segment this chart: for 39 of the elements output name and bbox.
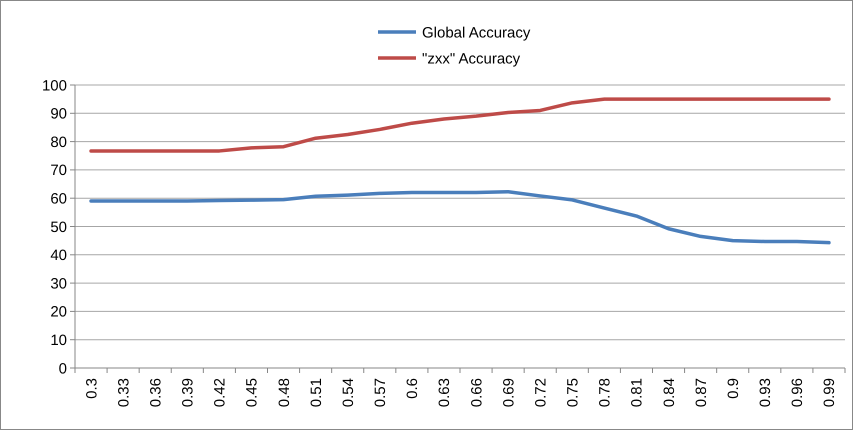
x-tick-label: 0.69 [500,378,518,408]
x-tick-label: 0.48 [276,378,293,408]
x-tick-label: 0.54 [340,378,357,408]
y-tick-label: 60 [50,190,67,208]
y-tick-label: 50 [50,218,67,236]
legend-label: Global Accuracy [422,24,531,42]
y-tick-label: 70 [50,162,67,180]
line-series [89,97,831,153]
y-tick-label: 90 [50,106,67,123]
x-tick-label: 0.9 [724,378,742,399]
y-tick-label: 20 [50,304,67,321]
y-tick-label: 40 [50,247,67,264]
x-tick-label: 0.75 [564,378,582,408]
x-tick-label: 0.78 [596,378,614,408]
x-tick-label: 0.6 [404,378,422,399]
x-tick-label: 0.93 [757,378,774,408]
y-tick-label: 100 [42,77,67,94]
x-tick-label: 0.87 [692,378,710,408]
x-tick-label: 0.84 [660,378,678,408]
x-tick-label: 0.72 [532,378,550,408]
legend-label: "zxx" Accuracy [422,50,521,68]
x-tick-label: 0.99 [821,378,838,408]
x-tick-label: 0.63 [436,378,454,408]
x-tick-label: 0.57 [372,378,390,408]
y-tick-label: 0 [58,360,67,378]
x-tick-label: 0.3 [83,378,100,399]
x-tick-label: 0.33 [115,378,132,408]
y-tick-label: 30 [50,275,67,292]
y-tick-label: 80 [50,134,67,151]
y-tick-label: 10 [50,332,67,349]
x-tick-label: 0.81 [628,378,646,408]
x-tick-label: 0.39 [180,378,197,408]
x-tick-label: 0.36 [147,378,164,408]
line-series [89,190,831,244]
x-tick-label: 0.45 [244,378,261,408]
x-tick-label: 0.51 [308,378,325,408]
x-tick-label: 0.96 [789,378,806,408]
x-tick-label: 0.66 [468,378,486,408]
x-tick-label: 0.42 [212,378,229,408]
